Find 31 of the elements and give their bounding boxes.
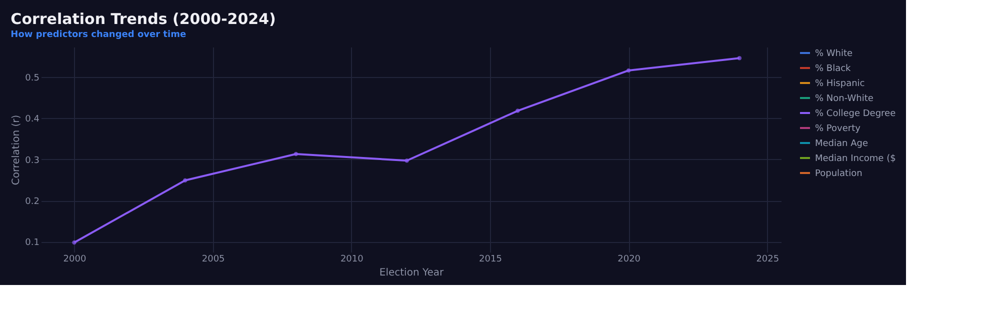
point [737,56,742,60]
x-tick-label: 2010 [340,254,364,264]
legend-label: % Black [815,64,852,74]
point [404,158,409,163]
y-tick-label: 0.5 [25,74,40,84]
y-axis-title: Correlation (r) [11,114,22,186]
x-tick-label: 2020 [618,254,641,264]
legend-label: % White [815,49,854,59]
y-tick-label: 0.4 [25,114,40,125]
chart-title: Correlation Trends (2000-2024) [10,10,276,28]
point [294,152,298,156]
legend-label: % Poverty [815,124,862,134]
point [516,108,520,113]
point [72,240,76,245]
legend-label: % College Degree [815,109,896,119]
x-tick-label: 2015 [479,254,502,264]
chart-subtitle: How predictors changed over time [10,30,186,40]
x-axis-title: Election Year [379,268,445,278]
x-tick-label: 2000 [63,254,86,264]
legend-label: % Hispanic [815,79,865,89]
y-tick-label: 0.1 [25,238,40,248]
y-tick-label: 0.3 [25,156,40,166]
y-tick-label: 0.2 [25,197,40,208]
legend-label: Median Age [815,139,868,149]
legend-label: % Non-White [815,94,874,104]
legend-label: Median Income ($ [815,154,896,164]
point [626,68,631,73]
point [183,178,188,182]
x-tick-label: 2025 [756,254,780,264]
legend-label: Population [815,169,862,179]
x-tick-label: 2005 [202,254,225,264]
